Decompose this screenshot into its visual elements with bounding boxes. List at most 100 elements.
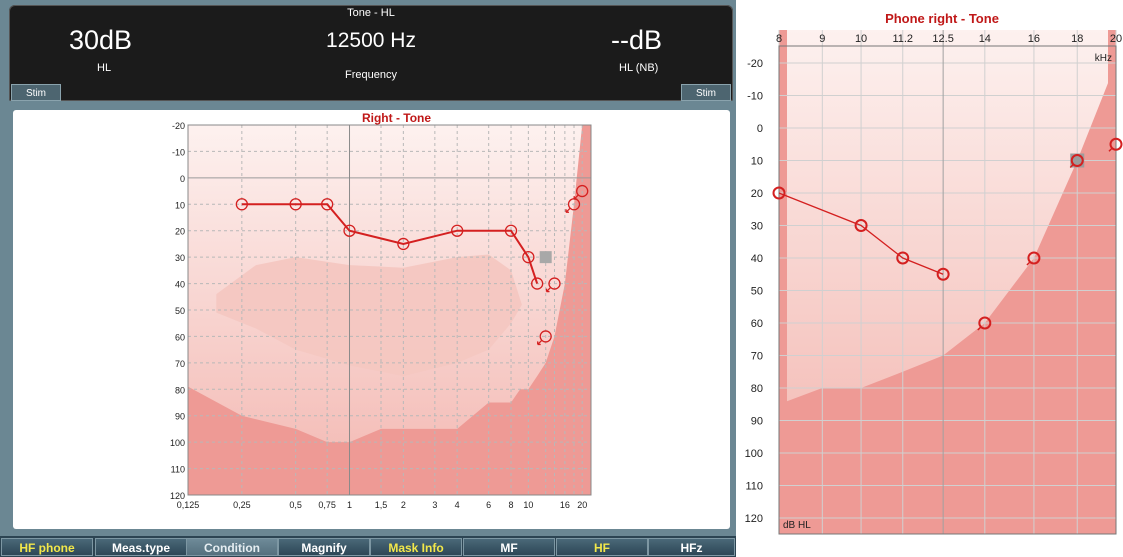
- y-tick-label: 50: [175, 306, 185, 316]
- y-tick-label: 10: [175, 200, 185, 210]
- threshold-point: [343, 224, 356, 237]
- x-tick-label: 0,125: [177, 500, 200, 510]
- no-response-arrow: [1108, 147, 1113, 152]
- level-unit-label: HL: [97, 62, 112, 74]
- threshold-point: [235, 198, 248, 211]
- out-of-range-area: [779, 30, 1116, 534]
- y-tick-label: -10: [747, 91, 763, 103]
- toolbar-button-condition[interactable]: Condition: [186, 538, 278, 556]
- y-tick-label: -20: [172, 121, 185, 131]
- x-tick-label: 9: [819, 33, 825, 45]
- y-tick-label: 0: [757, 123, 763, 135]
- no-response-point: [1109, 137, 1123, 151]
- threshold-line: [778, 192, 944, 275]
- x-tick-label: 20: [577, 500, 587, 510]
- y-tick-label: 80: [751, 383, 763, 395]
- x-tick-label: 11.2: [892, 33, 913, 45]
- toolbar-button-magnify[interactable]: Magnify: [278, 538, 370, 556]
- y-tick-label: 30: [175, 253, 185, 263]
- left-audiogram-panel: -20 -10 0 10 20 30 40 50 60 70 80 90 100 110 120 0,125 0…: [13, 110, 730, 529]
- y-tick-label: 120: [745, 513, 763, 525]
- out-of-range-area: [188, 125, 591, 495]
- threshold-point: [854, 219, 868, 232]
- plot-frame: [778, 45, 1117, 535]
- y-tick-label: 110: [745, 481, 763, 493]
- x-tick-label: 8: [509, 500, 514, 510]
- y-tick-label: 100: [170, 438, 185, 448]
- threshold-point: [522, 250, 535, 264]
- speech-banana-area: [216, 254, 522, 377]
- y-tick-label: 50: [751, 286, 763, 298]
- y-tick-label: 10: [751, 156, 763, 168]
- no-response-arrow: [537, 339, 543, 346]
- x-tick-label: 16: [560, 500, 570, 510]
- y-axis-label: dB HL: [783, 520, 811, 531]
- stim-left-indicator[interactable]: Stim: [11, 84, 61, 101]
- no-response-point: [576, 184, 589, 198]
- threshold-point: [451, 224, 464, 237]
- readout-display: Tone - HL 30dB HL 12500 Hz Frequency --d…: [9, 5, 733, 101]
- x-tick-label: 10: [855, 33, 867, 45]
- phone-right-hf-audiogram[interactable]: -20 -10 0 10 20 30 40 50 60 70 80 90 100 110 120 8 9 10 11…: [736, 0, 1123, 557]
- x-tick-label: 8: [776, 33, 782, 45]
- current-stimulus-arrow: [1069, 163, 1074, 169]
- x-tick-label: 14: [979, 33, 991, 45]
- y-tick-label: 60: [175, 332, 185, 342]
- y-tick-label: 20: [175, 227, 185, 237]
- x-unit-label: kHz: [1095, 53, 1112, 64]
- stim-right-indicator[interactable]: Stim: [681, 84, 731, 101]
- left-panel: Tone - HL 30dB HL 12500 Hz Frequency --d…: [0, 0, 736, 557]
- threshold-line: [241, 203, 539, 284]
- threshold-point: [896, 251, 910, 265]
- threshold-point: [504, 224, 518, 237]
- y-tick-label: 30: [751, 221, 763, 233]
- level-value: 30dB: [69, 25, 133, 55]
- threshold-point: [531, 277, 544, 290]
- y-tick-label: -10: [172, 147, 185, 157]
- no-response-point: [1027, 251, 1041, 265]
- threshold-point: [321, 198, 334, 211]
- current-stimulus-point: [1070, 154, 1084, 167]
- x-tick-label: 18: [1071, 33, 1083, 45]
- toolbar-button-hf-phone[interactable]: HF phone: [1, 538, 93, 556]
- y-tick-label: 90: [751, 416, 763, 428]
- x-tick-label: 12.5: [932, 33, 953, 45]
- no-response-arrow: [977, 326, 982, 331]
- y-tick-label: 120: [170, 491, 185, 501]
- chart-title: Phone right - Tone: [885, 11, 999, 26]
- chart-title: Right - Tone: [362, 111, 431, 125]
- no-response-point: [548, 277, 561, 290]
- toolbar-button-meas-type[interactable]: Meas.type: [95, 538, 187, 556]
- x-tick-label: 0,75: [318, 500, 336, 510]
- no-response-point: [978, 316, 992, 330]
- y-tick-label: 0: [180, 174, 185, 184]
- x-tick-label: 1: [347, 500, 352, 510]
- y-tick-label: 100: [745, 448, 763, 460]
- x-tick-label: 3: [432, 500, 437, 510]
- no-response-arrow: [573, 194, 579, 200]
- x-tick-label: 4: [455, 500, 460, 510]
- toolbar-button-hfz[interactable]: HFz: [648, 538, 735, 556]
- threshold-point: [936, 267, 950, 281]
- y-tick-label: 40: [751, 253, 763, 265]
- x-tick-label: 16: [1028, 33, 1040, 45]
- current-stimulus-marker: [539, 251, 552, 264]
- y-tick-label: 80: [175, 385, 185, 395]
- toolbar-button-mf[interactable]: MF: [463, 538, 555, 556]
- y-tick-label: 90: [175, 412, 185, 422]
- no-response-arrow: [565, 207, 571, 213]
- x-tick-label: 2: [401, 500, 406, 510]
- y-tick-label: 40: [175, 280, 185, 290]
- threshold-point: [289, 198, 302, 211]
- toolbar-button-hf[interactable]: HF: [556, 538, 648, 556]
- out-of-range-edge-left: [779, 30, 787, 534]
- frequency-label: Frequency: [345, 69, 397, 81]
- no-response-point: [539, 330, 552, 343]
- toolbar-button-mask-info[interactable]: Mask Info: [370, 538, 462, 556]
- x-tick-label: 0,5: [289, 500, 302, 510]
- x-tick-label: 1,5: [375, 500, 388, 510]
- x-tick-label: 10: [523, 500, 533, 510]
- x-tick-label: 6: [486, 500, 491, 510]
- display-title: Tone - HL: [347, 7, 395, 19]
